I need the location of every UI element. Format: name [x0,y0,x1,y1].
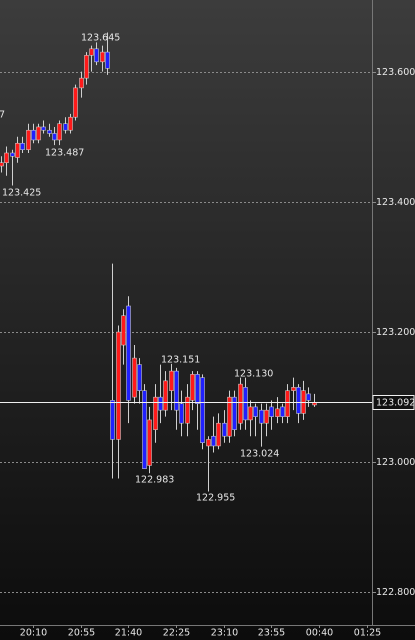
price-annotation: 122.983 [135,475,174,486]
candle-body [285,390,290,417]
candle-body [158,396,163,411]
last-price-label: 123.092 [376,398,415,409]
candle-body [174,370,179,411]
candle-body [4,152,9,164]
x-tick-label: 00:40 [306,628,333,639]
candle-body [68,116,73,131]
x-tick-label: 22:25 [163,628,190,639]
candle-body [179,403,184,424]
candle-body [47,129,52,134]
candle-body [26,129,31,150]
candle-body [216,422,221,447]
candle-body [15,142,20,158]
candle-body [243,387,248,421]
candle-body [253,406,258,417]
candle-body [227,396,232,437]
candle-body [296,387,301,414]
x-tick-label: 21:40 [115,628,142,639]
candle-body [280,406,285,417]
candle-body [41,126,46,131]
candle-body [20,142,25,150]
candle-body [0,162,4,167]
candle-body [163,380,168,411]
candle-body [264,409,269,424]
price-annotation: 123.645 [81,33,120,44]
price-annotation: 123.487 [45,148,84,159]
price-annotation: 122.955 [196,493,235,504]
candle-body [105,51,110,69]
candle-body [275,408,280,417]
candle-body [10,152,15,157]
candle-body [36,126,41,141]
y-tick-label: 123.400 [376,197,415,208]
candle-body [142,390,147,469]
candle-body [121,315,126,346]
price-annotation: 123.151 [161,355,200,366]
y-tick-label: 123.600 [376,67,415,78]
x-tick-label: 23:55 [258,628,285,639]
candle-body [84,55,89,79]
candle-body [153,396,158,430]
price-annotation: 123.425 [2,188,41,199]
x-tick-label: 20:55 [68,628,95,639]
candle-body [195,374,200,404]
candle-body [52,133,57,141]
y-tick-label: 123.200 [376,327,415,338]
candle-body [116,331,121,440]
candle-body [259,409,264,424]
price-annotation: 123.024 [240,449,279,460]
candle-body [147,419,152,466]
candle-body [291,387,296,391]
candle-body [232,396,237,430]
candle-body [100,51,105,63]
candle-body [222,422,227,437]
y-tick-label: 123.000 [376,457,415,468]
candle-body [79,77,84,89]
x-tick-label: 20:10 [20,628,47,639]
candle-body [190,374,195,401]
last-price-box [372,395,415,410]
candle-body [306,393,311,401]
candle-body [211,435,216,447]
candle-body [206,439,211,447]
candle-body [63,123,68,131]
x-tick-label: 01:25 [354,628,381,639]
candle-body [31,129,36,141]
candle-body [94,48,99,63]
price-annotation: 7 [0,110,5,121]
candle-body [73,87,78,118]
candle-body [57,123,62,141]
x-tick-label: 23:10 [211,628,238,639]
candle-body [137,364,142,391]
candle-body [89,48,94,56]
candle-body [110,400,115,440]
candle-body [132,357,137,398]
candle-body [269,406,274,417]
candle-body [169,370,174,391]
y-tick-label: 122.800 [376,587,415,598]
candle-body [185,396,190,424]
price-annotation: 123.130 [234,369,273,380]
candle-body [200,377,205,443]
candle-body [248,406,253,421]
candle-body [238,383,243,424]
candle-body [126,305,131,401]
